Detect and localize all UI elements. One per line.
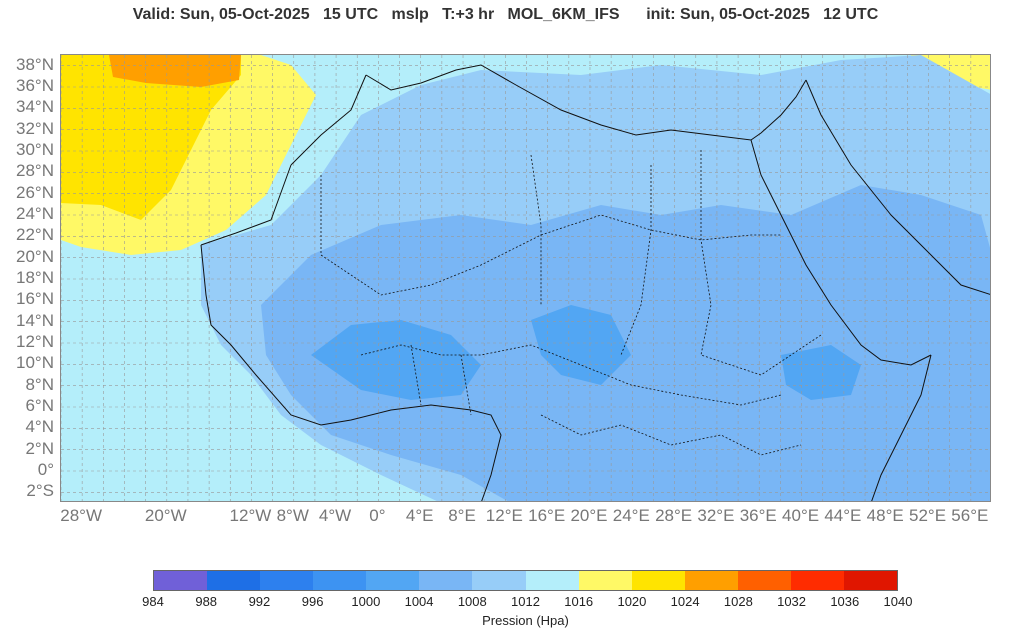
- latitude-label: 16°N: [16, 289, 54, 309]
- colorbar-tick-label: 1020: [617, 594, 647, 609]
- pressure-colorbar: [153, 570, 898, 591]
- latitude-label: 26°N: [16, 182, 54, 202]
- colorbar-segment: [525, 571, 579, 590]
- latitude-label: 38°N: [16, 54, 54, 74]
- latitude-label: 36°N: [16, 76, 54, 95]
- colorbar-segment: [313, 571, 367, 590]
- latitude-label: 32°N: [16, 118, 54, 138]
- longitude-label: 8°E: [448, 506, 476, 525]
- country-borders: [320, 150, 822, 456]
- latitude-label: 4°N: [25, 417, 54, 437]
- longitude-label: 8°W: [276, 506, 309, 525]
- longitude-label: 20°W: [144, 506, 187, 525]
- colorbar-tick-label: 992: [248, 594, 271, 609]
- colorbar-title: Pression (Hpa): [482, 613, 569, 628]
- colorbar-segment: [578, 571, 632, 590]
- field-1020-1024-atlantic: [61, 55, 241, 220]
- pressure-map[interactable]: [60, 54, 991, 502]
- colorbar-tick-label: 1000: [351, 594, 381, 609]
- colorbar-tick-label: 1024: [670, 594, 700, 609]
- colorbar-tick-label: 1016: [564, 594, 594, 609]
- colorbar-tick-label: 1028: [723, 594, 753, 609]
- latitude-label: 2°N: [25, 438, 54, 458]
- longitude-label: 40°E: [782, 506, 820, 525]
- latitude-label: 0°: [37, 460, 54, 479]
- latitude-label: 24°N: [16, 204, 54, 223]
- longitude-label: 48°E: [866, 506, 904, 525]
- colorbar-segment: [631, 571, 685, 590]
- longitude-label: 20°E: [570, 506, 608, 525]
- longitude-label: 28°E: [655, 506, 693, 525]
- graticule: [61, 55, 990, 501]
- latitude-label: 10°N: [16, 353, 54, 373]
- longitude-label: 4°E: [405, 506, 434, 525]
- pressure-map-svg: [61, 55, 990, 501]
- colorbar-segment: [419, 571, 473, 590]
- colorbar-tick-label: 1040: [883, 594, 913, 609]
- colorbar-tick-label: 988: [195, 594, 218, 609]
- longitude-label: 12°W: [229, 506, 272, 525]
- latitude-label: 8°N: [25, 374, 54, 394]
- colorbar-tick-label: 984: [142, 594, 164, 609]
- colorbar-segment: [790, 571, 845, 590]
- colorbar-segment: [684, 571, 738, 590]
- colorbar-segment: [737, 571, 791, 590]
- field-1000-1004-west-africa: [311, 320, 481, 400]
- colorbar-segment: [260, 571, 314, 590]
- longitude-label: 16°E: [528, 506, 566, 525]
- longitude-label: 52°E: [908, 506, 947, 525]
- longitude-label: 44°E: [824, 506, 862, 525]
- latitude-label: 18°N: [16, 268, 54, 287]
- longitude-label: 56°E: [951, 506, 989, 525]
- colorbar-tick-label: 1004: [404, 594, 434, 609]
- latitude-label: 30°N: [16, 140, 54, 159]
- longitude-label: 36°E: [739, 506, 777, 525]
- longitude-label: 32°E: [697, 506, 735, 525]
- latitude-label: 20°N: [16, 246, 54, 266]
- colorbar-tick-label: 1036: [830, 594, 860, 609]
- colorbar-tick-label: 1008: [457, 594, 487, 609]
- field-1000-1004-ethiopia: [781, 345, 861, 400]
- longitude-label: 4°W: [318, 506, 352, 525]
- longitude-label: 28°W: [60, 506, 103, 525]
- latitude-label: 2°S: [26, 481, 54, 501]
- latitude-label: 22°N: [16, 225, 54, 245]
- colorbar-segment: [207, 571, 261, 590]
- latitude-label: 28°N: [16, 161, 54, 181]
- colorbar-segment: [472, 571, 526, 590]
- colorbar-tick-label: 1012: [511, 594, 540, 609]
- longitude-label: 0°: [369, 506, 386, 525]
- colorbar-tick-label: 1032: [777, 594, 807, 609]
- map-title: Valid: Sun, 05-Oct-2025 15 UTC mslp T:+3…: [132, 6, 879, 23]
- colorbar-segment: [844, 571, 898, 590]
- colorbar-tick-label: 996: [301, 594, 324, 609]
- latitude-label: 14°N: [16, 310, 54, 330]
- latitude-label: 34°N: [16, 97, 54, 117]
- latitude-label: 12°N: [16, 332, 54, 351]
- coastlines: [200, 64, 990, 501]
- longitude-label: 24°E: [612, 506, 650, 525]
- field-1000-1004-chad: [531, 305, 631, 385]
- colorbar-segment: [154, 571, 208, 590]
- latitude-label: 6°N: [25, 396, 54, 415]
- longitude-label: 12°E: [485, 506, 523, 525]
- field-1024-1028-atlantic: [109, 55, 241, 87]
- colorbar-segment: [366, 571, 420, 590]
